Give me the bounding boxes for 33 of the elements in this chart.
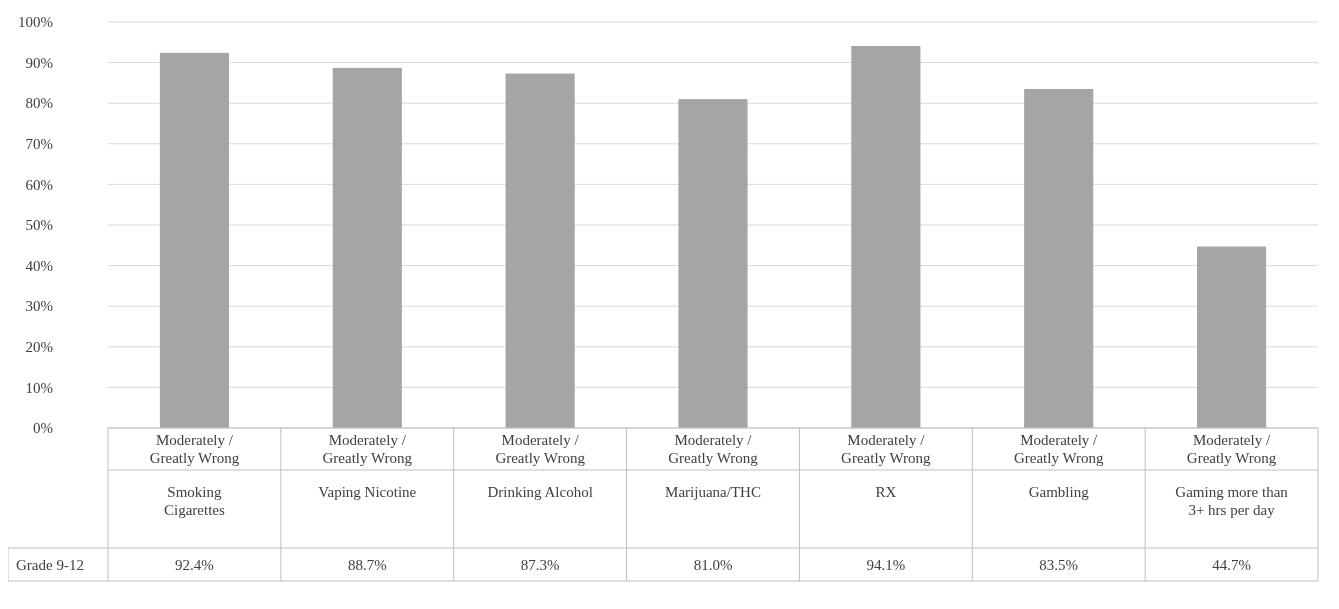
y-tick-label: 50% <box>25 217 53 234</box>
category-label: Moderately / Greatly Wrong Gambling <box>1013 432 1104 501</box>
bar <box>159 52 229 428</box>
bar <box>678 99 748 428</box>
category-label: Moderately / Greatly Wrong Drinking Alcohol <box>487 432 593 501</box>
data-label: 81.0% <box>693 556 733 573</box>
category-label: Moderately / Greatly Wrong Marijuana/THC <box>665 432 761 501</box>
data-label: 83.5% <box>1039 556 1079 573</box>
bar <box>851 45 921 428</box>
text: Grade 9-12 <box>16 556 84 573</box>
data-label: 88.7% <box>347 556 387 573</box>
y-tick-label: 10% <box>25 379 53 396</box>
y-tick-label: 30% <box>25 298 53 315</box>
y-tick-label: 20% <box>25 339 53 356</box>
category-label: Moderately / Greatly Wrong Vaping Nicotine <box>318 432 417 501</box>
category-label: Moderately / Greatly Wrong Smoking Cigarettes <box>149 432 240 519</box>
data-label: 94.1% <box>866 556 906 573</box>
bar <box>1024 88 1094 428</box>
y-tick-label: 0% <box>33 420 53 437</box>
data-label: 87.3% <box>520 556 560 573</box>
category-label: Moderately / Greatly Wrong RX <box>841 432 931 501</box>
y-tick-label: 70% <box>25 136 53 153</box>
data-label: 92.4% <box>175 556 214 573</box>
y-tick-label: 60% <box>25 176 53 193</box>
category-label: Moderately / Greatly Wrong Gaming more than 3+ hrs per day <box>1175 432 1288 519</box>
bar <box>1197 246 1267 428</box>
data-label: 44.7% <box>1212 556 1251 573</box>
y-tick-label: 80% <box>25 95 53 112</box>
bar <box>332 67 402 428</box>
y-tick-label: 90% <box>25 54 53 71</box>
y-tick-label: 40% <box>25 257 53 274</box>
bar <box>505 73 575 428</box>
y-tick-label: 100% <box>18 14 53 31</box>
